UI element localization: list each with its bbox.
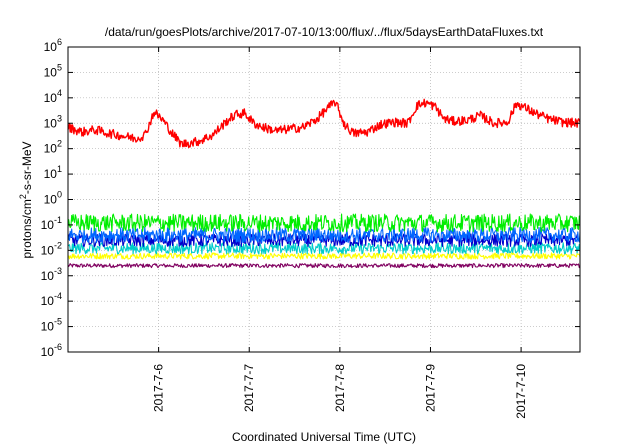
y-tick-label-exp: -1 <box>54 215 62 225</box>
y-tick-label-base: 10 <box>41 320 55 334</box>
x-tick-label: 2017-7-6 <box>152 364 166 412</box>
x-axis-ticks: 2017-7-6 2017-7-7 2017-7-8 2017-7-9 2017-7-1… <box>152 47 528 419</box>
y-tick-label-base: 10 <box>44 193 58 207</box>
y-axis-ticks: 10610510410310210110010-110-210-310-410-… <box>41 37 580 359</box>
series-line-2 <box>67 226 581 244</box>
y-tick-label-exp: 2 <box>57 139 62 149</box>
series-line-6 <box>67 263 581 269</box>
y-tick-label: 10-1 <box>41 215 62 232</box>
y-tick-label-exp: 5 <box>57 62 62 72</box>
y-tick-label-exp: 4 <box>57 88 62 98</box>
y-tick-label-base: 10 <box>44 40 58 54</box>
y-tick-label-base: 10 <box>41 243 55 257</box>
y-tick-label: 10-4 <box>41 291 62 308</box>
y-tick-label: 101 <box>44 164 62 181</box>
chart-title: /data/run/goesPlots/archive/2017-07-10/1… <box>105 25 544 39</box>
grid-lines <box>68 47 580 352</box>
y-tick-label: 103 <box>44 113 62 130</box>
series-line-0 <box>67 98 581 149</box>
y-tick-label-base: 10 <box>41 294 55 308</box>
y-axis-label-suffix: -s-sr-MeV <box>20 141 34 194</box>
series-line-5 <box>67 252 581 260</box>
y-tick-label-exp: -2 <box>54 240 62 250</box>
y-tick-label-exp: -3 <box>54 266 62 276</box>
y-tick-label: 106 <box>44 37 62 54</box>
y-tick-label-base: 10 <box>44 91 58 105</box>
series-group <box>67 98 581 269</box>
x-axis-label: Coordinated Universal Time (UTC) <box>232 430 416 444</box>
y-tick-label-exp: -5 <box>54 317 62 327</box>
y-tick-label-base: 10 <box>44 116 58 130</box>
y-tick-label: 10-3 <box>41 266 62 283</box>
y-tick-label-exp: 1 <box>57 164 62 174</box>
y-tick-label-exp: -6 <box>54 342 62 352</box>
y-tick-label-base: 10 <box>41 269 55 283</box>
y-tick-label-exp: 0 <box>57 190 62 200</box>
y-tick-label: 105 <box>44 62 62 79</box>
series-line-4 <box>67 242 581 255</box>
y-tick-label: 10-5 <box>41 317 62 334</box>
y-axis-label-prefix: protons/cm <box>20 199 34 258</box>
y-tick-label: 104 <box>44 88 62 105</box>
y-tick-label: 100 <box>44 190 62 207</box>
y-tick-label-base: 10 <box>41 218 55 232</box>
y-tick-label: 102 <box>44 139 62 156</box>
y-tick-label-base: 10 <box>44 167 58 181</box>
y-tick-label-base: 10 <box>44 142 58 156</box>
x-tick-label: 2017-7-10 <box>514 364 528 419</box>
y-tick-label-base: 10 <box>41 345 55 359</box>
y-axis-label-sup: 2 <box>18 194 28 199</box>
y-tick-label: 10-2 <box>41 240 62 257</box>
series-line-1 <box>67 213 581 233</box>
y-tick-label: 10-6 <box>41 342 62 359</box>
x-tick-label: 2017-7-9 <box>423 364 437 412</box>
series-line-3 <box>67 233 581 248</box>
y-tick-label-exp: -4 <box>54 291 62 301</box>
y-axis-label: protons/cm2-s-sr-MeV <box>18 141 34 258</box>
y-tick-label-exp: 3 <box>57 113 62 123</box>
y-tick-label-exp: 6 <box>57 37 62 47</box>
y-tick-label-base: 10 <box>44 65 58 79</box>
x-tick-label: 2017-7-7 <box>242 364 256 412</box>
x-tick-label: 2017-7-8 <box>333 364 347 412</box>
